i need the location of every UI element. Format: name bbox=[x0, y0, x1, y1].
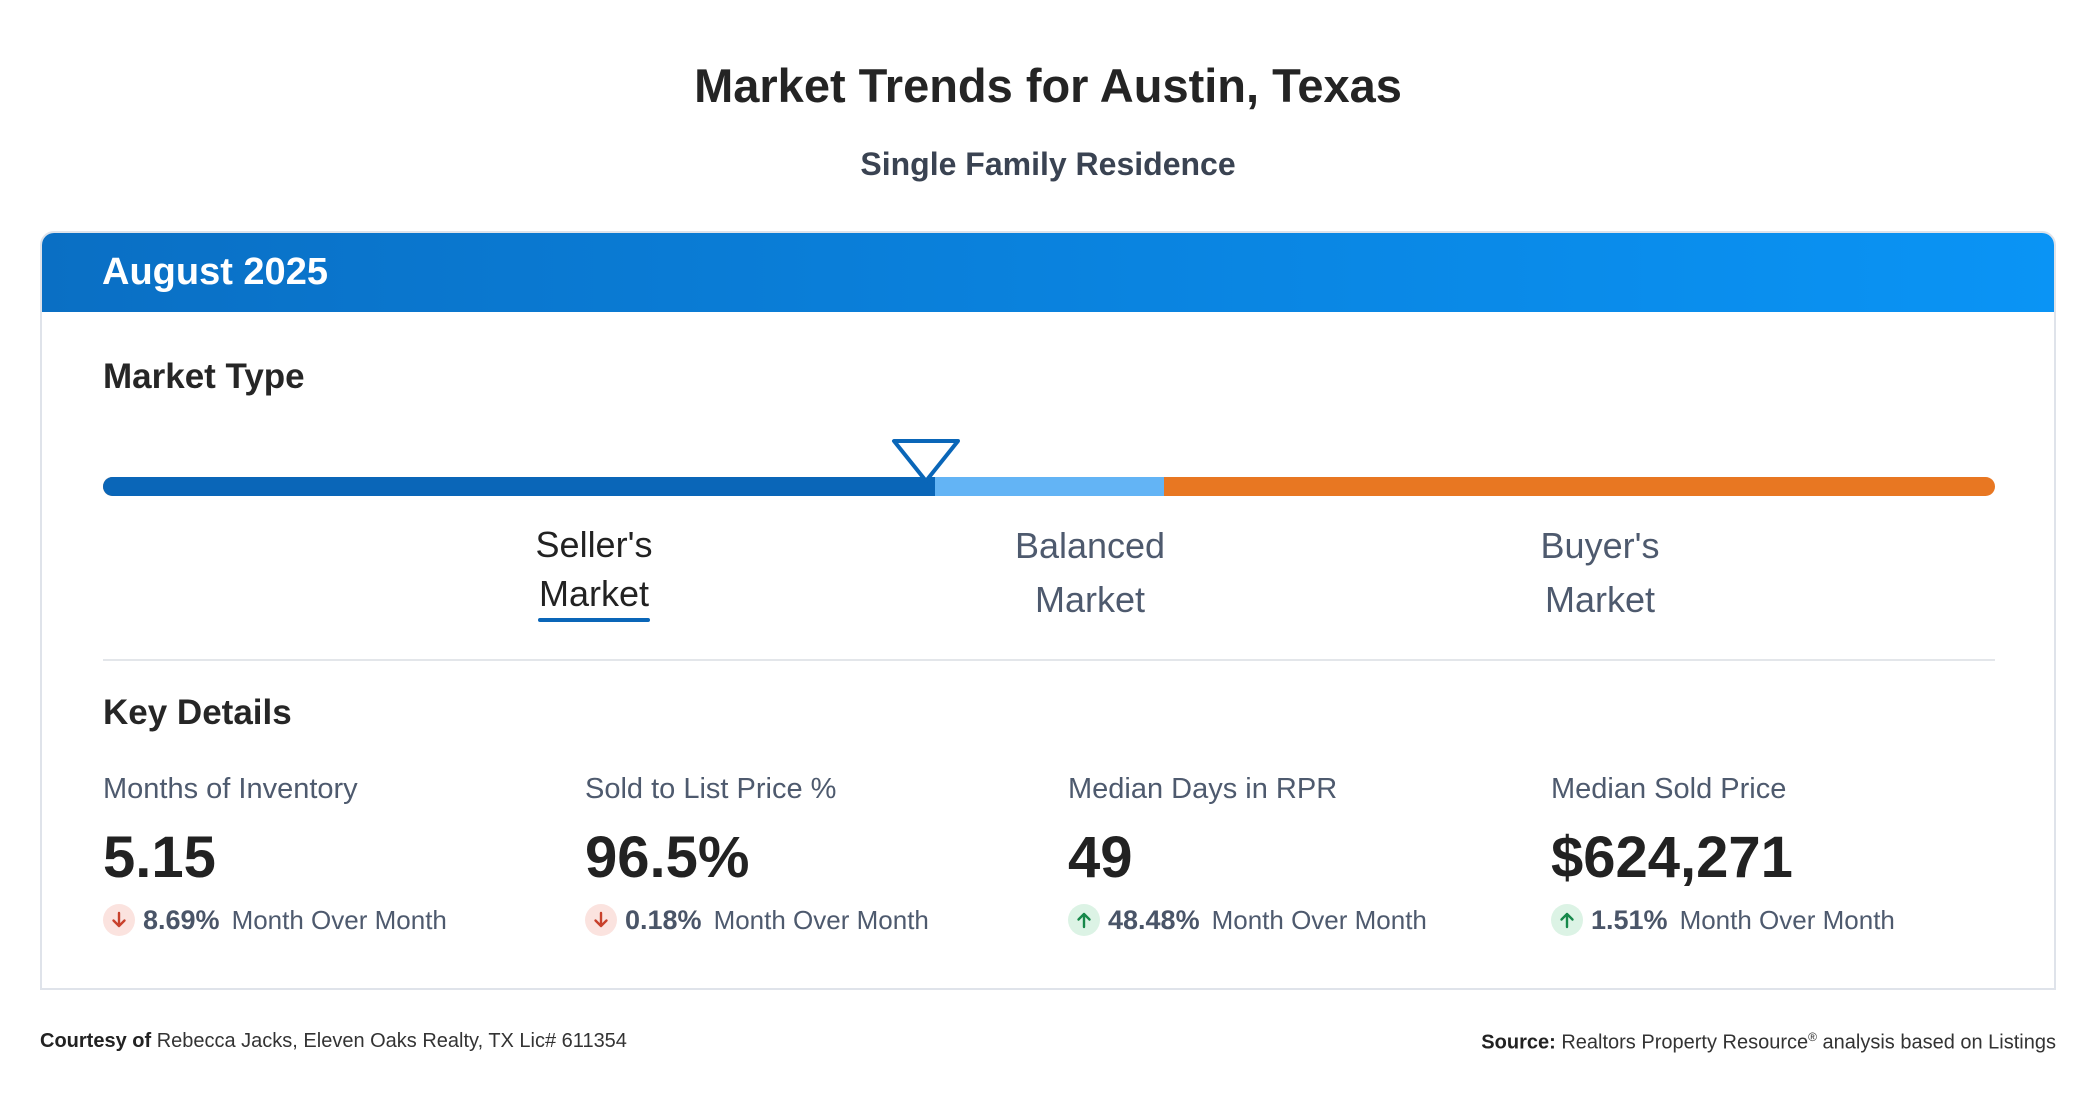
arrow-down-icon bbox=[585, 904, 617, 936]
metric-change: 48.48% Month Over Month bbox=[1068, 904, 1548, 936]
metric-value: 5.15 bbox=[103, 825, 216, 890]
metric-months-of-inventory: Months of Inventory 5.15 8.69% Month Ove… bbox=[103, 773, 583, 936]
market-type-track bbox=[103, 477, 1995, 496]
key-details-heading: Key Details bbox=[103, 693, 292, 732]
metric-median-days-in-rpr: Median Days in RPR 49 48.48% Month Over … bbox=[1068, 773, 1548, 936]
market-type-heading: Market Type bbox=[103, 357, 305, 396]
metric-label: Median Sold Price bbox=[1551, 773, 1787, 805]
page-title: Market Trends for Austin, Texas bbox=[694, 59, 1402, 112]
active-underline bbox=[538, 618, 650, 622]
arrow-up-icon bbox=[1068, 904, 1100, 936]
balanced-segment bbox=[935, 477, 1164, 496]
sellers-market-label: Seller's Market bbox=[474, 518, 714, 622]
market-trends-card: August 2025 Market Type Seller's Market … bbox=[40, 231, 2056, 990]
metric-change: 0.18% Month Over Month bbox=[585, 904, 1065, 936]
source-footer: Source: Realtors Property Resource® anal… bbox=[1481, 1030, 2056, 1054]
card-header: August 2025 bbox=[42, 233, 2054, 312]
balanced-market-label: Balanced Market bbox=[1014, 525, 1166, 620]
metric-value: 49 bbox=[1068, 825, 1133, 890]
page-subtitle: Single Family Residence bbox=[860, 146, 1236, 182]
section-divider bbox=[103, 659, 1995, 661]
market-indicator-icon bbox=[892, 439, 961, 483]
arrow-up-icon bbox=[1551, 904, 1583, 936]
courtesy-footer: Courtesy of Rebecca Jacks, Eleven Oaks R… bbox=[40, 1030, 627, 1052]
metric-change: 1.51% Month Over Month bbox=[1551, 904, 2031, 936]
metric-sold-to-list-price: Sold to List Price % 96.5% 0.18% Month O… bbox=[585, 773, 1065, 936]
arrow-down-icon bbox=[103, 904, 135, 936]
buyers-market-label: Buyer's Market bbox=[1540, 525, 1660, 620]
metric-change: 8.69% Month Over Month bbox=[103, 904, 583, 936]
metric-label: Sold to List Price % bbox=[585, 773, 837, 805]
metric-label: Median Days in RPR bbox=[1068, 773, 1338, 805]
period-label: August 2025 bbox=[102, 251, 328, 293]
metric-value: 96.5% bbox=[585, 825, 750, 890]
seller-segment bbox=[103, 477, 935, 496]
metric-label: Months of Inventory bbox=[103, 773, 358, 805]
metric-value: $624,271 bbox=[1551, 825, 1793, 890]
metric-median-sold-price: Median Sold Price $624,271 1.51% Month O… bbox=[1551, 773, 2031, 936]
